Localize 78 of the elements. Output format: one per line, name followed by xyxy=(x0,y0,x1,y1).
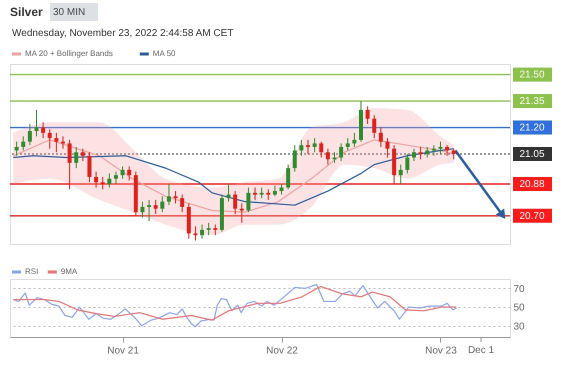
ref-line-label: 20.88 xyxy=(519,179,545,190)
candlestick xyxy=(326,148,330,166)
candlestick xyxy=(68,139,72,190)
x-tick-label: Nov 23 xyxy=(425,346,458,356)
candlestick xyxy=(445,144,450,156)
candlestick xyxy=(180,194,184,213)
text: 30 MIN xyxy=(53,7,86,18)
candlestick xyxy=(286,164,290,190)
candlestick xyxy=(127,166,132,181)
x-tick-label: Nov 22 xyxy=(266,346,298,356)
candlestick xyxy=(339,142,344,162)
ref-line-label: 21.50 xyxy=(519,70,545,81)
chart-title: Silver xyxy=(10,5,44,19)
text: Dec 1 xyxy=(468,345,494,356)
candlestick xyxy=(272,185,277,197)
legend-label: MA 20 + Bollinger Bands xyxy=(25,49,113,58)
candlestick xyxy=(346,138,350,151)
candlestick xyxy=(452,148,456,160)
candlestick xyxy=(432,144,436,156)
candlestick xyxy=(154,199,158,214)
candlestick xyxy=(21,136,26,151)
candlestick xyxy=(418,146,423,160)
candlestick xyxy=(425,146,430,158)
candlestick xyxy=(34,109,38,137)
candlestick xyxy=(319,141,324,158)
chart-subtitle: Wednesday, November 23, 2022 2:44:58 AM CET xyxy=(12,28,234,39)
candlestick xyxy=(54,132,58,153)
candlestick xyxy=(160,196,164,213)
candlestick xyxy=(94,171,98,188)
candlestick xyxy=(213,224,218,236)
candlestick xyxy=(206,222,211,236)
candlestick xyxy=(233,190,238,214)
candlestick xyxy=(114,171,118,184)
candlestick xyxy=(140,201,144,218)
ref-line-label: 20.70 xyxy=(519,210,545,222)
candlestick xyxy=(312,138,317,153)
ref-line-label: 21.20 xyxy=(519,122,545,134)
candlestick xyxy=(366,106,370,124)
candlestick xyxy=(200,224,204,240)
candlestick xyxy=(280,184,284,196)
candlestick xyxy=(398,164,403,184)
ref-line-label: 21.05 xyxy=(519,149,545,160)
candlestick xyxy=(41,122,46,139)
candlestick xyxy=(80,148,85,162)
candlestick xyxy=(332,152,337,164)
candlestick xyxy=(14,141,19,156)
x-tick-label: Nov 21 xyxy=(107,346,140,356)
candlestick xyxy=(378,127,383,148)
candlestick xyxy=(74,146,78,169)
y-tick-label: 70 xyxy=(514,284,526,295)
line-series xyxy=(12,284,457,328)
candlestick xyxy=(299,139,304,156)
candlestick xyxy=(107,172,112,188)
y-tick-label: 30 xyxy=(514,321,526,332)
line-series xyxy=(12,286,457,321)
candlestick xyxy=(352,132,356,148)
candlestick xyxy=(385,138,390,158)
candlestick xyxy=(240,202,244,224)
candlestick xyxy=(87,152,92,183)
candlestick xyxy=(28,124,32,146)
candlestick xyxy=(246,187,250,213)
y-tick-label: 50 xyxy=(514,302,526,314)
candlestick xyxy=(292,144,297,172)
candlestick xyxy=(100,176,105,190)
candlestick xyxy=(226,184,231,202)
legend-label: RSI xyxy=(25,267,38,276)
candlestick xyxy=(147,199,152,222)
ref-line-label: 21.35 xyxy=(519,96,545,108)
candlestick xyxy=(372,114,376,139)
candlestick xyxy=(166,184,171,206)
candlestick xyxy=(60,136,65,150)
candlestick xyxy=(120,166,125,180)
legend-label: 9MA xyxy=(60,267,78,276)
candlestick xyxy=(405,154,410,174)
legend-label: MA 50 xyxy=(152,49,176,58)
candlestick xyxy=(48,128,52,150)
candlestick xyxy=(412,148,416,162)
candlestick xyxy=(306,139,310,154)
